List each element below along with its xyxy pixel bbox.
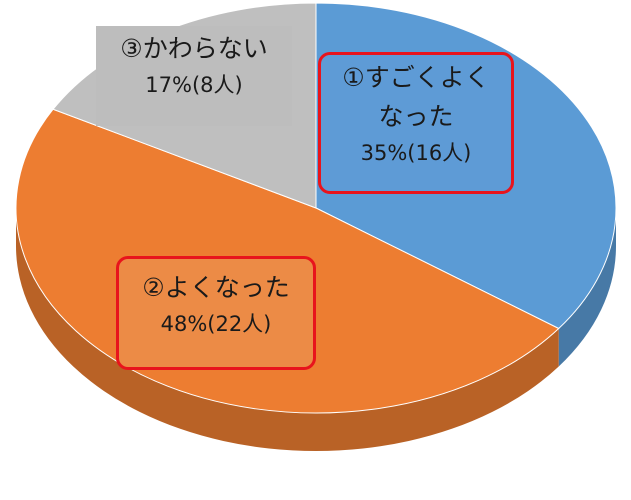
label-value: 35%(16人) (360, 140, 472, 165)
label-name-line-1: ①すごくよく (342, 63, 490, 92)
label-value: 48%(22人) (160, 311, 272, 336)
label-box-kawaranai: ③かわらない 17%(8人) (96, 26, 292, 126)
label-name: ②よくなった (142, 273, 290, 302)
pie-side-1 (16, 208, 559, 451)
label-box-sugoku-yoku-natta: ①すごくよく なった 35%(16人) (318, 52, 514, 194)
label-name-line-2: なった (378, 101, 454, 131)
pie-side-0 (558, 208, 616, 367)
label-value: 17%(8人) (145, 72, 243, 97)
label-name: ③かわらない (120, 34, 268, 63)
label-box-yoku-natta: ②よくなった 48%(22人) (116, 256, 316, 370)
